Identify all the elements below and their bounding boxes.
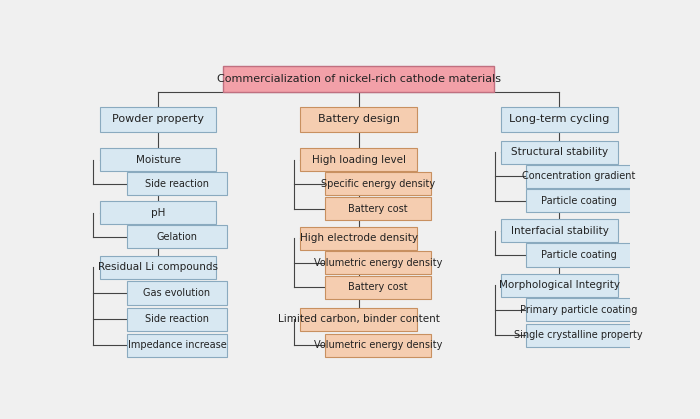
FancyBboxPatch shape	[325, 276, 430, 299]
FancyBboxPatch shape	[300, 107, 417, 132]
FancyBboxPatch shape	[325, 251, 430, 274]
FancyBboxPatch shape	[300, 148, 417, 171]
FancyBboxPatch shape	[127, 173, 228, 195]
FancyBboxPatch shape	[223, 66, 494, 92]
FancyBboxPatch shape	[127, 225, 228, 248]
FancyBboxPatch shape	[300, 227, 417, 250]
FancyBboxPatch shape	[99, 201, 216, 224]
FancyBboxPatch shape	[99, 256, 216, 279]
Text: Powder property: Powder property	[112, 114, 204, 124]
FancyBboxPatch shape	[127, 282, 228, 305]
Text: Structural stability: Structural stability	[511, 147, 608, 157]
FancyBboxPatch shape	[501, 140, 618, 163]
FancyBboxPatch shape	[526, 189, 631, 212]
FancyBboxPatch shape	[127, 308, 228, 331]
FancyBboxPatch shape	[99, 107, 216, 132]
FancyBboxPatch shape	[501, 274, 618, 297]
Text: Commercialization of nickel-rich cathode materials: Commercialization of nickel-rich cathode…	[217, 74, 500, 84]
Text: Particle coating: Particle coating	[540, 250, 616, 260]
Text: High loading level: High loading level	[312, 155, 406, 165]
FancyBboxPatch shape	[300, 308, 417, 331]
Text: Specific energy density: Specific energy density	[321, 179, 435, 189]
FancyBboxPatch shape	[501, 219, 618, 242]
Text: Interfacial stability: Interfacial stability	[510, 226, 608, 236]
Text: Residual Li compounds: Residual Li compounds	[98, 262, 218, 272]
FancyBboxPatch shape	[99, 148, 216, 171]
Text: Single crystalline property: Single crystalline property	[514, 330, 643, 340]
FancyBboxPatch shape	[325, 197, 430, 220]
Text: Primary particle coating: Primary particle coating	[520, 305, 637, 315]
Text: Battery design: Battery design	[318, 114, 400, 124]
Text: High electrode density: High electrode density	[300, 233, 418, 243]
Text: Morphological Integrity: Morphological Integrity	[499, 280, 620, 290]
Text: Volumetric energy density: Volumetric energy density	[314, 340, 442, 350]
FancyBboxPatch shape	[127, 334, 228, 357]
FancyBboxPatch shape	[526, 298, 631, 321]
FancyBboxPatch shape	[501, 107, 618, 132]
Text: Moisture: Moisture	[136, 155, 181, 165]
FancyBboxPatch shape	[526, 165, 631, 188]
FancyBboxPatch shape	[325, 334, 430, 357]
Text: Particle coating: Particle coating	[540, 196, 616, 206]
FancyBboxPatch shape	[526, 324, 631, 347]
Text: Impedance increase: Impedance increase	[127, 340, 226, 350]
Text: Limited carbon, binder content: Limited carbon, binder content	[278, 314, 440, 324]
Text: Side reaction: Side reaction	[145, 179, 209, 189]
Text: pH: pH	[150, 208, 165, 218]
Text: Gas evolution: Gas evolution	[144, 288, 211, 298]
Text: Volumetric energy density: Volumetric energy density	[314, 258, 442, 268]
Text: Long-term cycling: Long-term cycling	[510, 114, 610, 124]
FancyBboxPatch shape	[526, 243, 631, 266]
FancyBboxPatch shape	[325, 173, 430, 195]
Text: Concentration gradient: Concentration gradient	[522, 171, 635, 181]
Text: Gelation: Gelation	[157, 232, 197, 242]
Text: Side reaction: Side reaction	[145, 314, 209, 324]
Text: Battery cost: Battery cost	[348, 204, 407, 214]
Text: Battery cost: Battery cost	[348, 282, 407, 292]
